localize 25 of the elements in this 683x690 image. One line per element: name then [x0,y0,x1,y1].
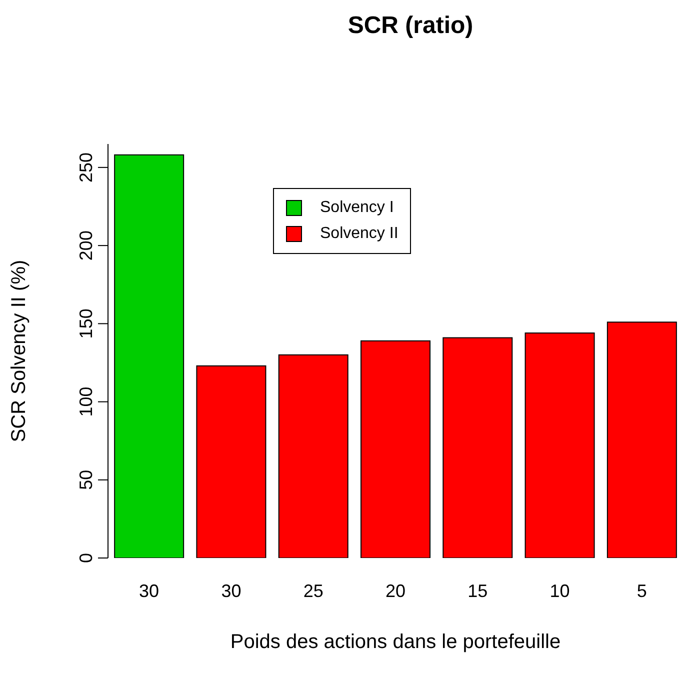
bar [606,322,677,558]
bar [360,340,430,558]
y-axis-title: SCR Solvency II (%) [8,260,30,442]
y-tick-label: 50 [76,470,96,490]
chart-title: SCR (ratio) [346,12,474,40]
x-axis-title: Poids des actions dans le portefeuille [230,631,561,653]
x-tick-label: 15 [468,580,488,601]
x-tick-label: 5 [636,580,647,601]
legend-label: Solvency II [320,225,398,243]
y-tick-label: 150 [76,308,96,339]
y-tick-label: 100 [76,386,96,417]
x-tick-label: 20 [385,580,406,601]
bar [196,365,266,558]
y-tick-label: 250 [76,152,96,182]
x-tick-label: 30 [139,580,160,601]
y-tick-label: 0 [76,552,96,564]
bar [442,337,513,558]
bar [278,354,348,558]
x-tick-label: 10 [550,580,570,601]
bar [114,154,184,558]
y-tick-label: 200 [76,230,96,261]
x-tick-label: 30 [221,580,242,601]
legend-label: Solvency I [320,199,394,217]
x-tick-label: 25 [303,580,324,601]
bar [524,332,595,558]
